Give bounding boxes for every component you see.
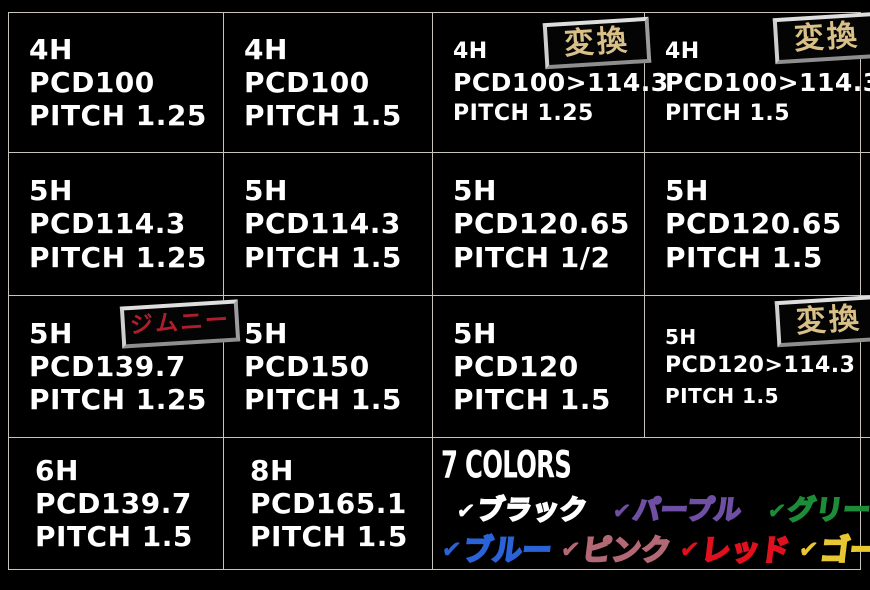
spec-line: 4H xyxy=(244,32,288,66)
spec-line: PCD165.1 xyxy=(250,486,407,520)
spec-line: PCD100>114.3 xyxy=(665,68,870,97)
spec-line: 5H xyxy=(244,316,288,350)
color-option-pink: ✔ ピンク xyxy=(559,531,674,567)
spec-line: PCD100 xyxy=(244,65,370,99)
color-option-red: ✔ レッド xyxy=(678,531,793,567)
color-option-green: ✔ グリーン xyxy=(766,494,870,527)
spec-cell-8h-pcd1651-15: 8H PCD165.1 PITCH 1.5 xyxy=(224,438,433,569)
spec-line: 5H xyxy=(453,174,497,208)
spec-cell-5h-pcd120-1143-15: 変換 5H PCD120>114.3 PITCH 1.5 xyxy=(645,294,870,438)
color-label: グリーン xyxy=(785,494,870,527)
color-options-row-2: ✔ ブルー ✔ ピンク ✔ レッド ✔ ゴールド xyxy=(440,531,870,567)
spec-line: 5H xyxy=(244,174,288,208)
spec-cell-4h-pcd100-1143-125: 変換 4H PCD100>114.3 PITCH 1.25 xyxy=(433,13,669,153)
spec-line: PITCH 1.5 xyxy=(244,240,402,274)
spec-line: PCD100 xyxy=(29,65,155,99)
spec-table: 4H PCD100 PITCH 1.25 4H PCD100 PITCH 1.5… xyxy=(8,11,870,570)
spec-cell-5h-pcd1143-15: 5H PCD114.3 PITCH 1.5 xyxy=(224,153,433,296)
spec-line: PCD150 xyxy=(244,349,370,383)
spec-line: 5H xyxy=(665,174,709,208)
spec-cell-4h-pcd100-15: 4H PCD100 PITCH 1.5 xyxy=(224,13,433,153)
spec-line: PCD120 xyxy=(453,349,579,383)
spec-line: PITCH 1.5 xyxy=(665,383,780,408)
spec-line: 6H xyxy=(35,453,79,487)
spec-line: PITCH 1.5 xyxy=(665,240,823,274)
spec-cell-5h-pcd150-15: 5H PCD150 PITCH 1.5 xyxy=(224,296,433,438)
color-option-blue: ✔ ブルー xyxy=(440,531,555,567)
colors-section: 7 COLORS ✔ ブラック ✔ パープル ✔ グリーン ✔ ブルー ✔ ピン xyxy=(433,438,870,569)
spec-line: PCD114.3 xyxy=(29,207,186,241)
color-label: ピンク xyxy=(579,531,674,567)
color-options-row-1: ✔ ブラック ✔ パープル ✔ グリーン xyxy=(455,494,870,527)
spec-line: PITCH 1.5 xyxy=(244,99,402,133)
color-option-black: ✔ ブラック xyxy=(455,494,590,527)
spec-line: PITCH 1.25 xyxy=(453,101,594,126)
spec-line: PCD100>114.3 xyxy=(453,68,669,97)
color-option-purple: ✔ パープル xyxy=(611,494,744,527)
spec-cell-5h-pcd120-15: 5H PCD120 PITCH 1.5 xyxy=(433,296,645,438)
check-icon: ✔ xyxy=(440,536,464,563)
spec-line: PITCH 1.25 xyxy=(29,99,207,133)
color-label: レッド xyxy=(698,531,793,567)
spec-line: PCD139.7 xyxy=(35,486,192,520)
spec-line: PITCH 1.5 xyxy=(244,383,402,417)
spec-line: PCD139.7 xyxy=(29,349,186,383)
spec-line: PITCH 1.5 xyxy=(665,101,791,126)
color-label: ブルー xyxy=(460,531,555,567)
spec-line: PCD120.65 xyxy=(453,207,630,241)
spec-line: PCD120>114.3 xyxy=(665,353,856,379)
spec-line: PITCH 1/2 xyxy=(453,240,611,274)
spec-line: PITCH 1.5 xyxy=(250,520,408,554)
spec-line: 8H xyxy=(250,453,294,487)
check-icon: ✔ xyxy=(766,497,788,523)
spec-line: PITCH 1.25 xyxy=(29,240,207,274)
colors-title: 7 COLORS xyxy=(441,442,572,487)
spec-line: 5H xyxy=(453,316,497,350)
spec-cell-4h-pcd100-125: 4H PCD100 PITCH 1.25 xyxy=(9,13,224,153)
spec-line: PITCH 1.5 xyxy=(453,383,611,417)
conversion-badge: 変換 xyxy=(542,16,652,70)
spec-line: PCD114.3 xyxy=(244,207,401,241)
spec-cell-5h-pcd12065-15: 5H PCD120.65 PITCH 1.5 xyxy=(645,153,870,296)
spec-line: 5H xyxy=(665,325,697,350)
spec-line: 4H xyxy=(453,38,488,64)
spec-cell-5h-pcd1143-125: 5H PCD114.3 PITCH 1.25 xyxy=(9,153,224,296)
spec-line: PITCH 1.5 xyxy=(35,520,193,554)
spec-cell-5h-pcd1397-125: ジムニー 5H PCD139.7 PITCH 1.25 xyxy=(9,296,241,438)
check-icon: ✔ xyxy=(611,497,633,523)
check-icon: ✔ xyxy=(678,536,702,563)
spec-line: 5H xyxy=(29,174,73,208)
color-label: パープル xyxy=(630,494,744,527)
spec-line: PCD120.65 xyxy=(665,207,842,241)
jimny-badge: ジムニー xyxy=(119,299,241,349)
color-label: ゴールド xyxy=(817,531,870,567)
check-icon: ✔ xyxy=(455,497,477,523)
spec-line: PITCH 1.25 xyxy=(29,383,207,417)
check-icon: ✔ xyxy=(797,536,820,563)
color-option-gold: ✔ ゴールド xyxy=(797,531,870,567)
check-icon: ✔ xyxy=(559,536,583,563)
spec-line: 4H xyxy=(29,32,73,66)
spec-cell-4h-pcd100-1143-15: 変換 4H PCD100>114.3 PITCH 1.5 xyxy=(645,11,870,153)
conversion-badge: 変換 xyxy=(772,11,870,65)
spec-cell-5h-pcd12065-half: 5H PCD120.65 PITCH 1/2 xyxy=(433,153,645,296)
conversion-badge: 変換 xyxy=(774,294,870,348)
color-label: ブラック xyxy=(474,494,590,527)
spec-line: 4H xyxy=(665,38,700,64)
spec-line: 5H xyxy=(29,316,73,350)
spec-cell-6h-pcd1397-15: 6H PCD139.7 PITCH 1.5 xyxy=(9,438,224,569)
